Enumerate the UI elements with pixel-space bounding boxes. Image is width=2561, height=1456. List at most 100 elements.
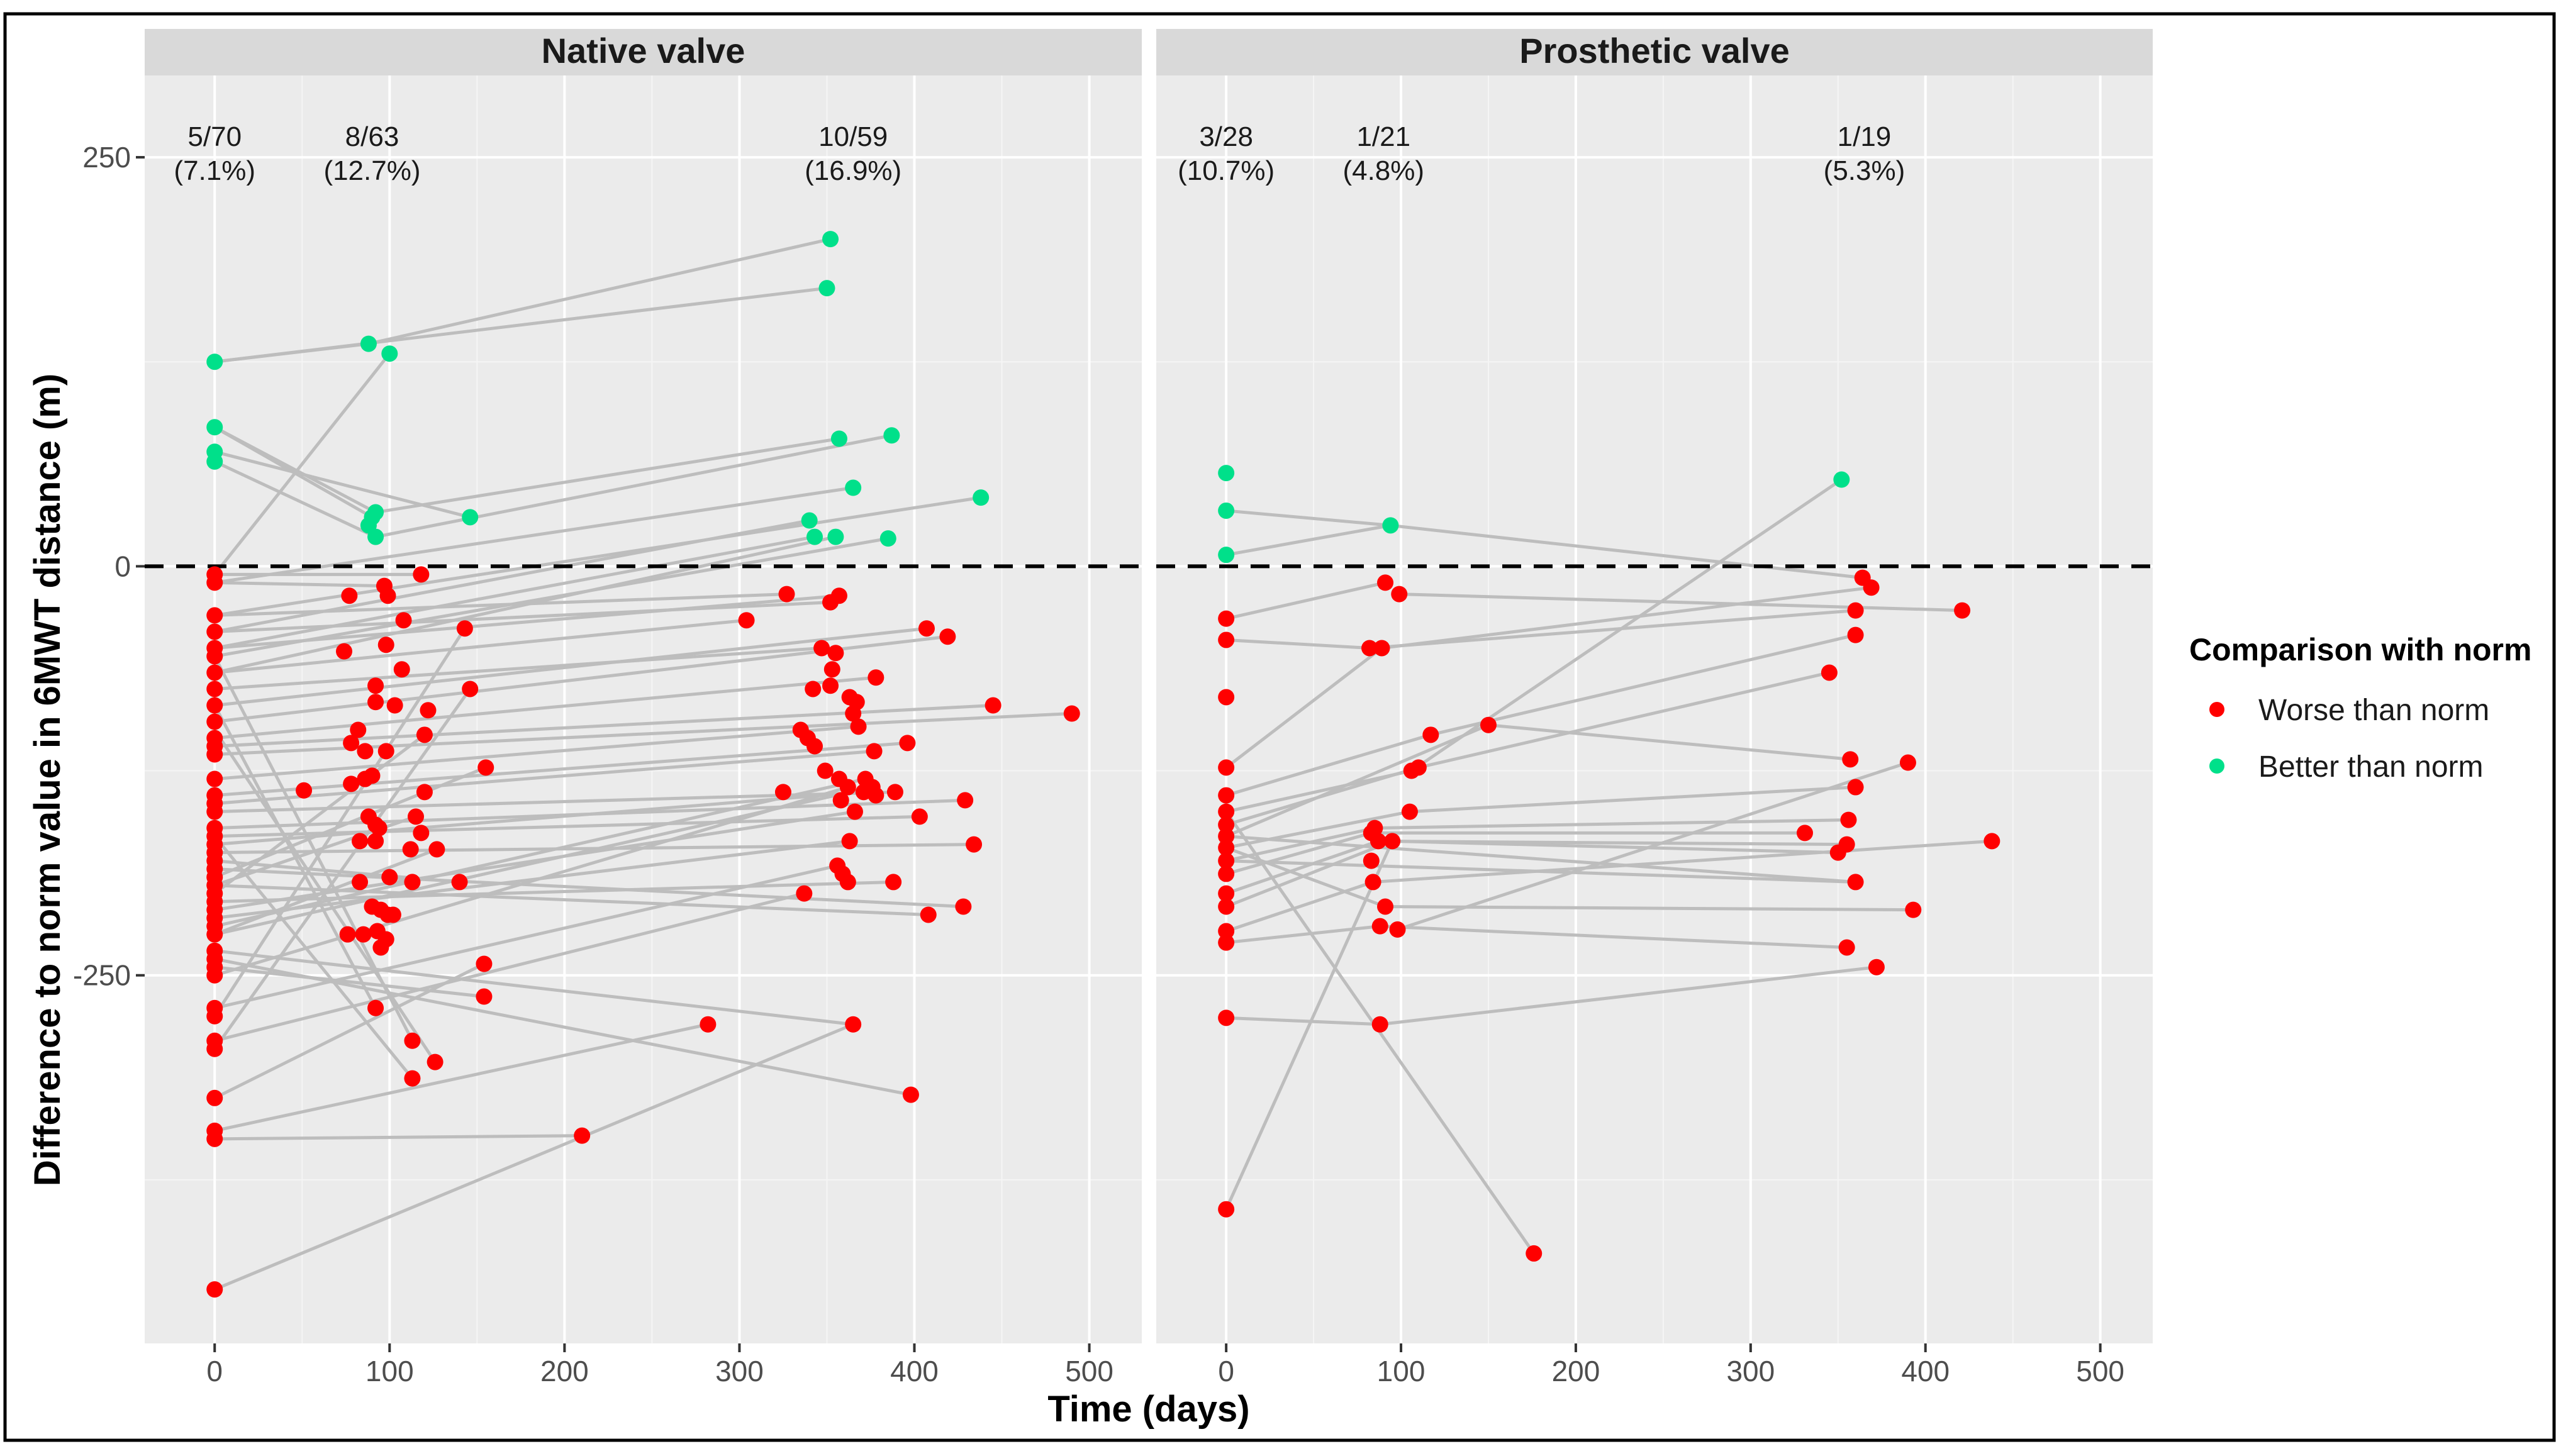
legend-key-worse: [2209, 702, 2224, 717]
x-tick-label: 100: [1377, 1355, 1426, 1387]
point-worse-than-norm: [352, 833, 369, 850]
point-worse-than-norm: [1218, 787, 1235, 804]
point-worse-than-norm: [352, 874, 369, 891]
point-worse-than-norm: [462, 681, 479, 697]
point-worse-than-norm: [367, 833, 384, 850]
trajectory-line: [214, 286, 827, 364]
point-worse-than-norm: [1840, 811, 1857, 828]
trajectory-line: [1390, 523, 1863, 580]
point-worse-than-norm: [1829, 844, 1846, 861]
trajectory-line: [214, 535, 815, 650]
x-tick-label: 300: [715, 1355, 764, 1387]
trajectory-line: [1225, 881, 1374, 933]
trajectory-line: [1375, 818, 1849, 830]
point-worse-than-norm: [1218, 839, 1235, 856]
point-worse-than-norm: [885, 874, 902, 891]
point-worse-than-norm: [371, 820, 388, 836]
point-worse-than-norm: [1377, 898, 1394, 915]
point-worse-than-norm: [866, 743, 883, 760]
trajectory-line: [1225, 835, 1856, 884]
point-worse-than-norm: [206, 681, 223, 697]
point-worse-than-norm: [357, 743, 374, 760]
point-worse-than-norm: [846, 803, 863, 820]
point-worse-than-norm: [1838, 939, 1855, 956]
point-worse-than-norm: [1868, 959, 1885, 975]
x-axis-title: Time (days): [1047, 1389, 1249, 1430]
trajectory-line: [214, 486, 854, 584]
point-worse-than-norm: [911, 808, 928, 825]
point-better-than-norm: [845, 479, 862, 496]
point-better-than-norm: [883, 427, 900, 444]
trajectory-line: [1409, 786, 1856, 814]
point-worse-than-norm: [1403, 762, 1420, 779]
annotation-count: 5/70: [187, 121, 242, 152]
point-worse-than-norm: [796, 885, 813, 902]
trajectory-line: [1224, 840, 1394, 1210]
point-worse-than-norm: [395, 612, 412, 629]
trajectory-line: [1397, 761, 1909, 931]
point-worse-than-norm: [1905, 901, 1922, 918]
trajectory-line: [215, 725, 859, 781]
trajectory-line: [1488, 723, 1851, 761]
point-worse-than-norm: [377, 743, 394, 760]
facet-strip: [145, 29, 1142, 75]
point-worse-than-norm: [1218, 1009, 1235, 1026]
point-worse-than-norm: [1363, 852, 1380, 869]
point-worse-than-norm: [416, 784, 433, 801]
point-worse-than-norm: [1364, 874, 1381, 891]
point-worse-than-norm: [343, 735, 360, 752]
point-worse-than-norm: [1391, 586, 1408, 603]
point-worse-than-norm: [206, 1040, 223, 1057]
trajectory-line: [214, 962, 485, 1100]
trajectory-line: [1225, 733, 1432, 797]
trajectory-line: [1369, 609, 1856, 650]
point-worse-than-norm: [1384, 833, 1401, 850]
point-better-than-norm: [206, 453, 223, 470]
point-worse-than-norm: [416, 726, 433, 743]
point-worse-than-norm: [1218, 852, 1235, 869]
x-tick-label: 200: [1552, 1355, 1600, 1387]
trajectory-line: [214, 450, 471, 519]
trajectory-line: [1380, 965, 1877, 1026]
point-worse-than-norm: [806, 738, 823, 755]
point-worse-than-norm: [206, 623, 223, 640]
trajectory-line: [1381, 586, 1872, 650]
point-worse-than-norm: [939, 628, 956, 645]
trajectory-line: [213, 627, 466, 1018]
y-tick-label: -250: [73, 959, 131, 992]
point-worse-than-norm: [367, 999, 384, 1016]
point-worse-than-norm: [456, 620, 473, 637]
point-better-than-norm: [462, 509, 479, 526]
trajectory-line: [213, 835, 414, 1080]
panel-1: Prosthetic valve 3/28(10.7%) 1/21(4.8%) 1/1…: [1156, 29, 2153, 1387]
point-better-than-norm: [1218, 465, 1235, 482]
x-tick-label: 0: [206, 1355, 223, 1387]
point-worse-than-norm: [206, 803, 223, 820]
point-better-than-norm: [367, 504, 384, 521]
point-worse-than-norm: [206, 770, 223, 787]
point-worse-than-norm: [367, 677, 384, 694]
trajectory-line: [1385, 904, 1914, 912]
point-worse-than-norm: [427, 1053, 444, 1070]
point-worse-than-norm: [404, 1032, 421, 1049]
facet-title: Native valve: [542, 31, 745, 70]
legend-title: Comparison with norm: [2189, 632, 2531, 667]
point-worse-than-norm: [845, 1016, 862, 1033]
trajectory-line: [1226, 859, 1856, 884]
trajectory-line: [1225, 810, 1410, 850]
trajectory-line: [214, 777, 866, 928]
trajectory-line: [375, 433, 892, 539]
trajectory-line: [1225, 647, 1383, 769]
point-better-than-norm: [1382, 517, 1399, 534]
point-worse-than-norm: [1422, 726, 1439, 743]
trajectory-line: [215, 741, 908, 797]
trajectory-line: [1225, 811, 1536, 1255]
point-worse-than-norm: [1377, 574, 1394, 591]
point-better-than-norm: [1833, 471, 1850, 488]
trajectory-line: [214, 965, 484, 999]
point-worse-than-norm: [1370, 833, 1387, 850]
x-tick-label: 0: [1218, 1355, 1234, 1387]
point-worse-than-norm: [1847, 874, 1864, 891]
legend-key-better: [2209, 759, 2224, 774]
point-worse-than-norm: [1218, 923, 1235, 940]
